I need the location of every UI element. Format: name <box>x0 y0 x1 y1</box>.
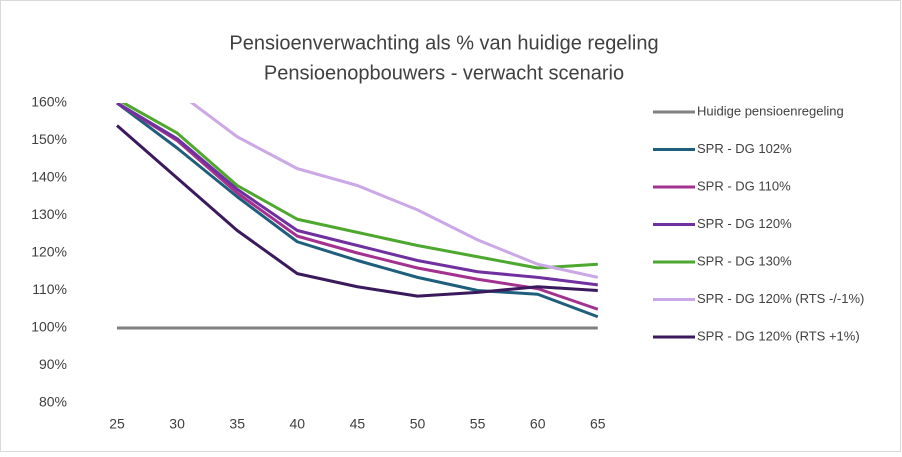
y-tick-label: 150% <box>31 131 67 147</box>
x-tick-label: 60 <box>530 416 546 432</box>
legend-label: SPR - DG 120% (RTS +1%) <box>697 328 860 343</box>
legend-label: SPR - DG 130% <box>697 253 792 268</box>
legend-label: SPR - DG 120% (RTS -/-1%) <box>697 291 864 306</box>
x-tick-label: 40 <box>290 416 306 432</box>
series-line <box>116 124 598 298</box>
series-line <box>189 103 599 279</box>
legend-label: SPR - DG 102% <box>697 141 792 156</box>
y-tick-label: 110% <box>32 281 67 297</box>
x-tick-label: 25 <box>109 416 125 432</box>
legend-label: SPR - DG 110% <box>697 178 791 193</box>
x-tick-label: 45 <box>350 416 366 432</box>
legend-label: Huidige pensioenregeling <box>697 103 844 118</box>
series-line <box>116 103 598 287</box>
chart-title: Pensioenverwachting als % van huidige re… <box>229 32 658 54</box>
x-tick-label: 50 <box>410 416 426 432</box>
series-line <box>116 103 599 319</box>
x-tick-label: 30 <box>169 416 185 432</box>
x-tick-label: 35 <box>229 416 245 432</box>
y-tick-label: 100% <box>31 319 67 335</box>
y-tick-label: 140% <box>31 169 67 185</box>
y-tick-label: 130% <box>31 206 67 222</box>
x-tick-label: 65 <box>590 416 606 432</box>
x-tick-label: 55 <box>470 416 486 432</box>
series-line <box>116 103 599 311</box>
y-tick-label: 160% <box>31 94 67 110</box>
series-line <box>120 103 598 270</box>
plot-area <box>116 103 599 330</box>
y-tick-label: 120% <box>31 244 67 260</box>
y-tick-label: 90% <box>39 356 67 372</box>
y-tick-label: 80% <box>39 394 67 410</box>
chart-subtitle: Pensioenopbouwers - verwacht scenario <box>264 62 624 84</box>
legend-label: SPR - DG 120% <box>697 216 792 231</box>
